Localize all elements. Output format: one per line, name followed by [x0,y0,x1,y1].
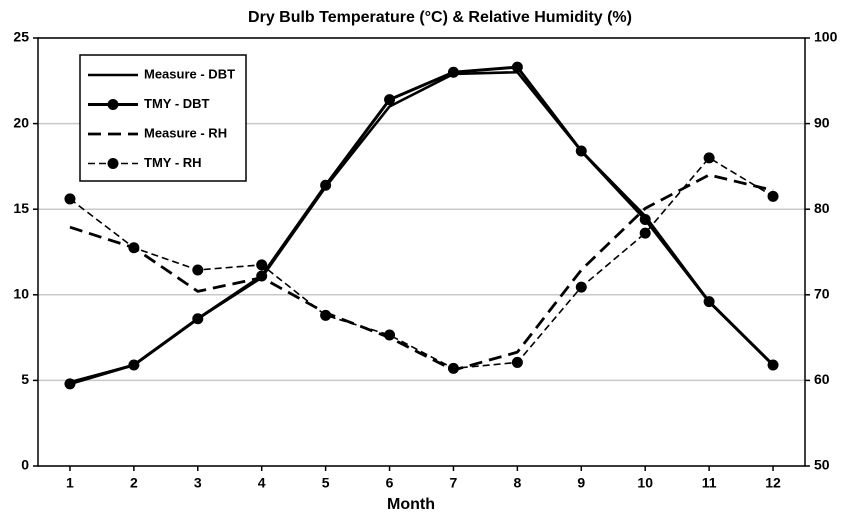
series-line [69,157,774,370]
x-tick-label: 7 [450,475,458,491]
legend-marker [107,158,119,169]
y2-tick-label: 60 [814,371,830,387]
point-marker [511,61,523,73]
point-marker [575,281,587,293]
series-line [69,65,775,386]
point-marker [128,242,140,254]
y-tick-label: 5 [21,371,29,387]
x-tick-label: 9 [577,475,585,491]
x-tick-label: 8 [513,475,521,491]
point-marker [767,190,779,202]
point-marker [639,213,651,225]
legend-marker [107,99,119,110]
point-marker [320,309,332,321]
legend-label: Measure - RH [144,125,227,140]
x-tick-label: 6 [386,475,394,491]
y-tick-label: 10 [13,286,29,302]
x-tick-label: 11 [702,475,717,491]
point-marker [575,145,587,157]
y-tick-label: 25 [13,29,29,45]
x-tick-label: 12 [765,475,781,491]
y-tick-label: 20 [13,114,29,130]
y-tick-label: 15 [13,200,29,216]
point-marker [384,94,396,106]
point-marker [192,313,204,325]
point-marker [639,227,651,239]
x-tick-label: 5 [322,475,330,491]
chart-title: Dry Bulb Temperature (°C) & Relative Hum… [248,9,632,26]
point-marker [128,359,140,371]
legend-label: Measure - DBT [144,66,235,81]
x-tick-label: 1 [66,475,74,491]
legend-label: TMY - DBT [144,96,210,111]
point-marker [384,329,396,341]
x-tick-label: 2 [130,475,138,491]
y2-tick-label: 90 [814,114,830,130]
legend-label: TMY - RH [144,155,202,170]
point-marker [703,296,715,308]
point-marker [703,152,715,164]
point-marker [511,356,523,368]
plot-frame [37,37,806,467]
point-marker [64,193,76,205]
series-line [69,173,774,372]
point-marker [192,264,204,276]
y2-tick-label: 50 [814,457,830,473]
x-tick-label: 10 [637,475,653,491]
point-marker [320,179,332,191]
x-axis-label: Month [387,496,435,513]
y-tick-label: 0 [21,457,29,473]
point-marker [256,259,268,271]
x-tick-label: 4 [258,475,266,491]
y2-tick-label: 70 [814,286,830,302]
x-tick-label: 3 [194,475,202,491]
y2-tick-label: 80 [814,200,830,216]
point-marker [447,66,459,78]
point-marker [64,378,76,390]
point-marker [767,359,779,371]
point-marker [447,362,459,374]
y2-tick-label: 100 [814,29,838,45]
